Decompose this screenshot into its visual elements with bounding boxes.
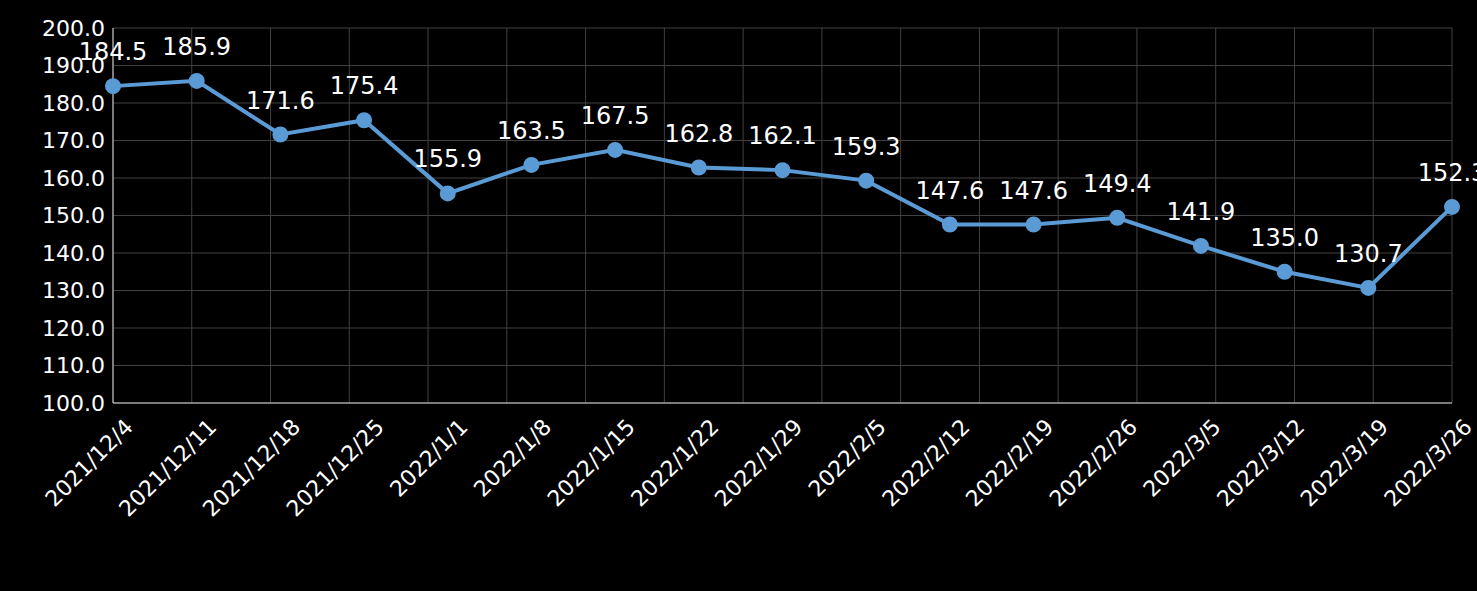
svg-text:163.5: 163.5 [497, 117, 566, 145]
svg-text:150.0: 150.0 [42, 203, 105, 228]
svg-text:2021/12/4: 2021/12/4 [40, 414, 138, 512]
svg-text:2022/3/26: 2022/3/26 [1379, 414, 1469, 511]
svg-text:2022/3/5: 2022/3/5 [1138, 414, 1226, 502]
svg-text:167.5: 167.5 [581, 102, 650, 130]
svg-text:2022/2/12: 2022/2/12 [877, 414, 974, 511]
svg-text:2022/1/22: 2022/1/22 [626, 414, 723, 511]
svg-text:2022/1/1: 2022/1/1 [385, 414, 473, 502]
svg-text:141.9: 141.9 [1167, 198, 1236, 226]
svg-text:2021/12/11: 2021/12/11 [114, 414, 222, 522]
svg-text:2022/2/5: 2022/2/5 [803, 414, 891, 502]
svg-text:162.8: 162.8 [664, 120, 733, 148]
svg-text:110.0: 110.0 [42, 353, 105, 378]
svg-text:130.7: 130.7 [1334, 240, 1403, 268]
svg-text:2021/12/18: 2021/12/18 [197, 414, 306, 522]
svg-text:155.9: 155.9 [413, 145, 482, 173]
svg-text:120.0: 120.0 [42, 316, 105, 341]
svg-text:147.6: 147.6 [999, 177, 1068, 205]
svg-text:175.4: 175.4 [330, 72, 399, 100]
svg-text:162.1: 162.1 [748, 122, 817, 150]
svg-text:149.4: 149.4 [1083, 170, 1152, 198]
svg-text:147.6: 147.6 [916, 177, 985, 205]
svg-text:130.0: 130.0 [42, 278, 105, 303]
svg-text:2022/3/12: 2022/3/12 [1212, 414, 1309, 511]
svg-text:159.3: 159.3 [832, 133, 901, 161]
svg-text:2022/2/26: 2022/2/26 [1045, 414, 1142, 511]
svg-text:2022/1/8: 2022/1/8 [469, 414, 557, 502]
svg-text:184.5: 184.5 [79, 38, 148, 66]
svg-text:100.0: 100.0 [42, 391, 105, 416]
svg-text:200.0: 200.0 [42, 16, 105, 41]
svg-text:152.3: 152.3 [1418, 159, 1469, 187]
svg-text:170.0: 170.0 [42, 128, 105, 153]
svg-text:2021/12/25: 2021/12/25 [282, 414, 389, 521]
svg-text:171.6: 171.6 [246, 87, 315, 115]
svg-text:180.0: 180.0 [42, 91, 105, 116]
svg-text:160.0: 160.0 [42, 166, 105, 191]
svg-text:135.0: 135.0 [1250, 224, 1319, 252]
svg-text:2022/2/19: 2022/2/19 [961, 414, 1058, 511]
svg-text:140.0: 140.0 [42, 241, 105, 266]
svg-text:2022/3/19: 2022/3/19 [1296, 414, 1393, 511]
svg-text:185.9: 185.9 [162, 33, 231, 61]
svg-text:2022/1/15: 2022/1/15 [543, 414, 640, 511]
svg-text:190.0: 190.0 [42, 53, 105, 79]
svg-text:2022/1/29: 2022/1/29 [710, 414, 807, 511]
